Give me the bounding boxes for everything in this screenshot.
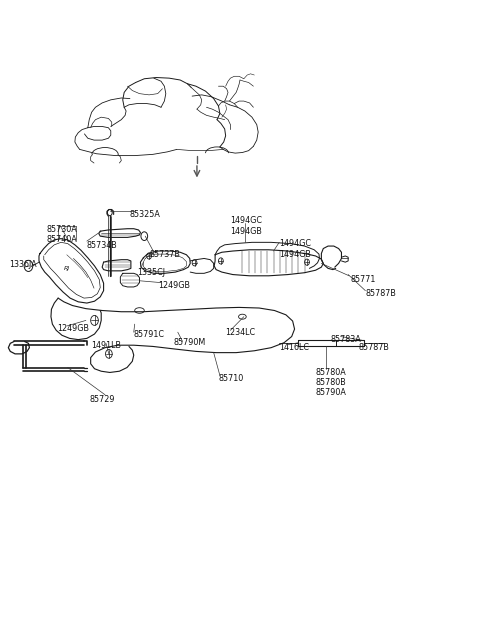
Text: 85729: 85729 bbox=[89, 395, 115, 404]
Text: 1234LC: 1234LC bbox=[225, 328, 255, 337]
Text: 85325A: 85325A bbox=[130, 210, 161, 219]
Text: 1416LC: 1416LC bbox=[279, 343, 309, 351]
Text: 85780A
85780B
85790A: 85780A 85780B 85790A bbox=[316, 368, 347, 397]
Text: 85791C: 85791C bbox=[134, 330, 165, 339]
Text: 85783A: 85783A bbox=[331, 335, 362, 344]
Text: 85710: 85710 bbox=[218, 374, 244, 383]
Text: 85771: 85771 bbox=[350, 274, 375, 284]
Text: 1494GC
1494GB: 1494GC 1494GB bbox=[279, 239, 311, 258]
Text: 1249GB: 1249GB bbox=[158, 281, 191, 290]
Text: 1336JA: 1336JA bbox=[9, 260, 37, 269]
Text: 85734B: 85734B bbox=[87, 241, 118, 250]
Text: 1494GC
1494GB: 1494GC 1494GB bbox=[230, 216, 263, 236]
Text: 85737B: 85737B bbox=[149, 250, 180, 260]
Text: 1335CJ: 1335CJ bbox=[137, 268, 165, 278]
Text: 85730A
85740A: 85730A 85740A bbox=[46, 225, 77, 245]
Text: 1249GB: 1249GB bbox=[57, 324, 89, 333]
Text: 1491LB: 1491LB bbox=[91, 342, 120, 350]
Text: RJ: RJ bbox=[64, 266, 70, 271]
Text: 85787B: 85787B bbox=[365, 289, 396, 298]
Text: 85790M: 85790M bbox=[174, 338, 206, 347]
Text: 85787B: 85787B bbox=[359, 343, 390, 351]
